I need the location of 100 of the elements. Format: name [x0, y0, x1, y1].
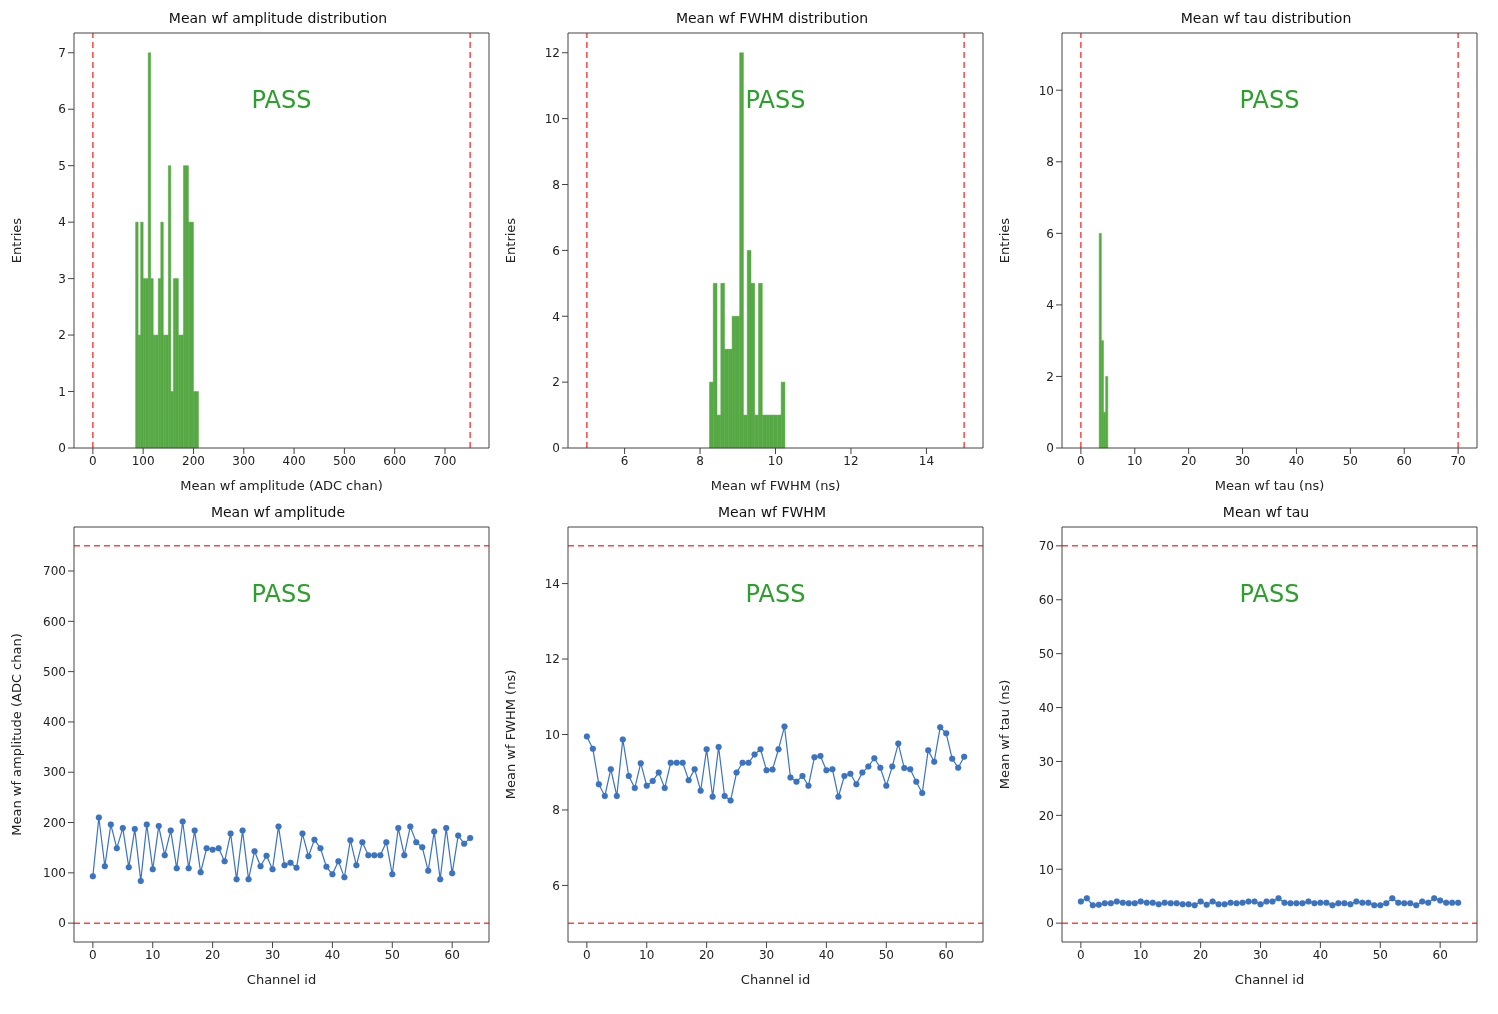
x-tick-label: 0 — [89, 453, 97, 468]
x-tick-label: 200 — [182, 453, 205, 468]
x-tick-label: 50 — [878, 947, 894, 962]
x-tick-label: 20 — [1192, 947, 1209, 962]
y-tick-label: 0 — [58, 916, 66, 931]
x-tick-label: 0 — [583, 947, 591, 962]
y-tick-label: 0 — [552, 441, 560, 456]
y-tick-label: 400 — [43, 715, 66, 730]
y-axis-title: Mean wf tau (ns) — [996, 679, 1012, 790]
x-tick-label: 12 — [843, 453, 859, 468]
x-axis-title: Channel id — [246, 972, 317, 987]
x-tick-label: 30 — [758, 947, 775, 962]
x-tick-label: 20 — [698, 947, 715, 962]
y-axis-title: Entries — [8, 217, 24, 264]
chart-title: Mean wf FWHM distribution — [674, 9, 870, 28]
y-tick-label: 600 — [43, 614, 66, 629]
y-tick-label: 5 — [58, 158, 66, 173]
chart-title: Mean wf amplitude distribution — [167, 9, 389, 28]
x-tick-label: 40 — [1288, 453, 1305, 468]
y-tick-label: 10 — [1038, 83, 1054, 98]
x-axis-title: Channel id — [1234, 972, 1305, 987]
y-tick-label: 0 — [58, 441, 66, 456]
x-tick-label: 20 — [204, 947, 221, 962]
y-tick-label: 700 — [43, 564, 66, 579]
chart-title: Mean wf amplitude — [209, 503, 347, 522]
y-tick-label: 8 — [552, 177, 560, 192]
y-tick-label: 2 — [552, 375, 560, 390]
y-tick-label: 40 — [1038, 700, 1054, 715]
y-tick-label: 60 — [1038, 593, 1054, 608]
y-tick-label: 6 — [552, 878, 560, 893]
x-tick-label: 10 — [639, 947, 655, 962]
x-tick-label: 20 — [1181, 453, 1197, 468]
x-tick-label: 50 — [1372, 947, 1388, 962]
y-axis-title: Mean wf FWHM (ns) — [502, 669, 518, 800]
y-axis-title: Entries — [502, 217, 518, 264]
x-tick-label: 60 — [938, 947, 954, 962]
annotation: PASS — [250, 86, 313, 114]
x-tick-label: 400 — [282, 453, 306, 468]
x-tick-label: 300 — [232, 453, 256, 468]
x-tick-label: 60 — [1396, 453, 1412, 468]
y-tick-label: 100 — [43, 866, 66, 881]
y-tick-label: 4 — [58, 215, 66, 230]
y-tick-label: 12 — [544, 46, 560, 61]
x-tick-label: 60 — [444, 947, 460, 962]
x-tick-label: 6 — [620, 453, 629, 468]
y-tick-label: 2 — [58, 328, 66, 343]
y-tick-label: 14 — [544, 576, 560, 591]
x-tick-label: 700 — [433, 453, 457, 468]
x-tick-label: 600 — [383, 453, 407, 468]
y-tick-label: 0 — [1046, 916, 1054, 931]
annotation: PASS — [744, 86, 807, 114]
y-tick-label: 4 — [1046, 298, 1054, 313]
x-tick-label: 30 — [1234, 453, 1251, 468]
x-tick-label: 70 — [1450, 453, 1466, 468]
chart-title: Mean wf tau — [1221, 503, 1311, 522]
x-axis-title: Mean wf tau (ns) — [1214, 478, 1325, 493]
x-tick-label: 0 — [1077, 453, 1085, 468]
x-tick-label: 50 — [1342, 453, 1358, 468]
x-tick-label: 8 — [696, 453, 704, 468]
y-tick-label: 10 — [544, 111, 560, 126]
x-tick-label: 0 — [1077, 947, 1085, 962]
chart-title: Mean wf tau distribution — [1179, 9, 1353, 28]
y-tick-label: 2 — [1046, 369, 1054, 384]
y-tick-label: 6 — [58, 102, 66, 117]
chart-title: Mean wf FWHM — [717, 503, 827, 522]
x-tick-label: 0 — [89, 947, 97, 962]
y-tick-label: 6 — [552, 243, 560, 258]
x-tick-label: 30 — [1252, 947, 1269, 962]
y-tick-label: 1 — [58, 384, 66, 399]
y-axis-title: Entries — [996, 217, 1012, 264]
x-tick-label: 10 — [1127, 453, 1143, 468]
x-tick-label: 10 — [1133, 947, 1149, 962]
annotation: PASS — [1238, 580, 1301, 608]
y-tick-label: 500 — [43, 664, 66, 679]
x-tick-label: 10 — [767, 453, 784, 468]
y-tick-label: 20 — [1038, 808, 1054, 823]
x-tick-label: 40 — [818, 947, 835, 962]
y-tick-label: 6 — [1046, 226, 1054, 241]
y-tick-label: 8 — [1046, 155, 1054, 170]
x-tick-label: 30 — [264, 947, 281, 962]
x-tick-label: 40 — [1312, 947, 1329, 962]
x-tick-label: 500 — [332, 453, 356, 468]
y-axis-title: Mean wf amplitude (ADC chan) — [8, 633, 24, 836]
y-tick-label: 300 — [43, 765, 66, 780]
y-tick-label: 7 — [58, 46, 66, 61]
x-axis-title: Mean wf FWHM (ns) — [710, 478, 841, 493]
y-tick-label: 50 — [1038, 646, 1054, 661]
x-tick-label: 40 — [324, 947, 341, 962]
x-axis-title: Channel id — [740, 972, 811, 987]
x-tick-label: 14 — [918, 453, 935, 468]
x-tick-label: 60 — [1432, 947, 1448, 962]
x-tick-label: 100 — [131, 453, 155, 468]
x-axis-title: Mean wf amplitude (ADC chan) — [180, 478, 383, 493]
y-tick-label: 8 — [552, 803, 560, 818]
annotation: PASS — [744, 580, 807, 608]
y-tick-label: 0 — [1046, 441, 1054, 456]
y-tick-label: 10 — [1038, 862, 1054, 877]
y-tick-label: 3 — [58, 271, 66, 286]
y-tick-label: 200 — [43, 815, 66, 830]
y-tick-label: 30 — [1038, 754, 1054, 769]
